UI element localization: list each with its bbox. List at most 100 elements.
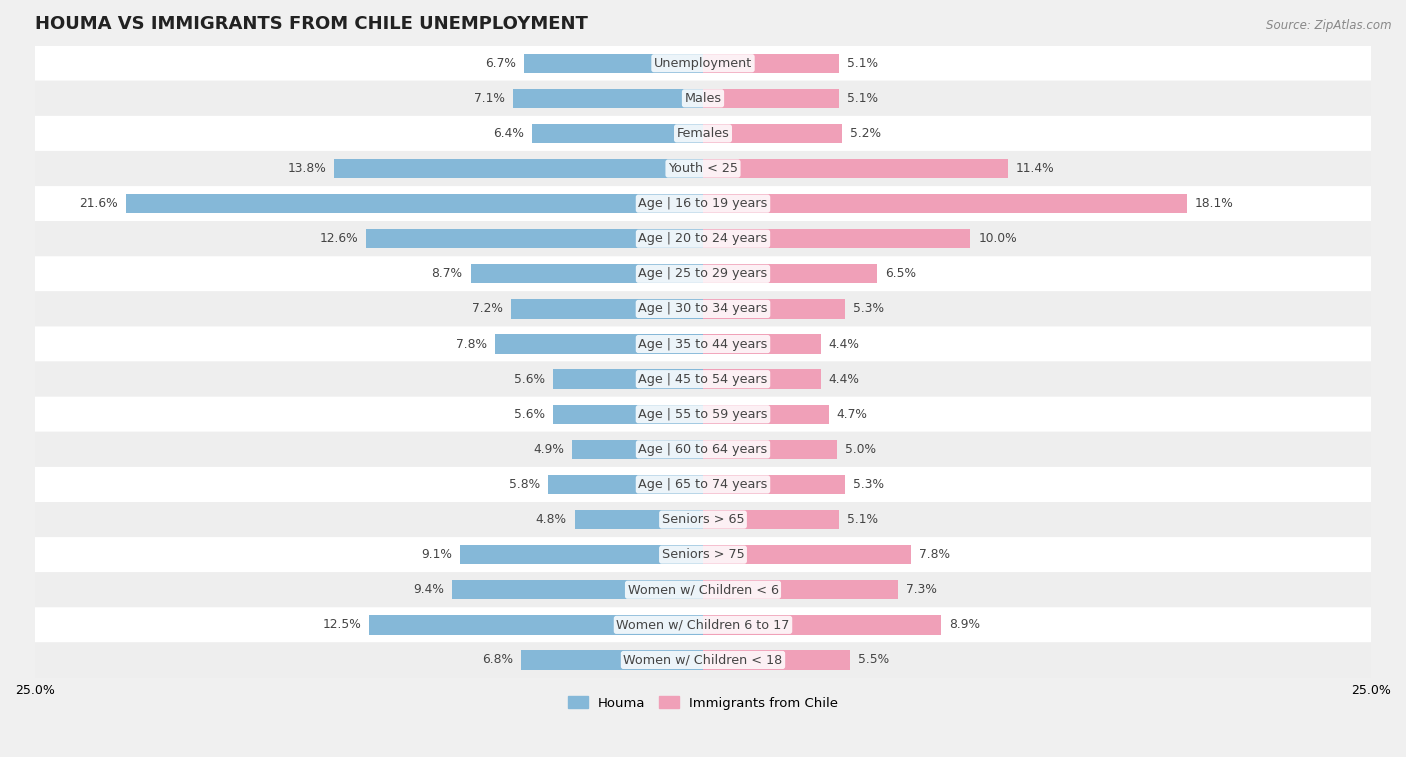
FancyBboxPatch shape	[35, 116, 1371, 151]
Text: 7.8%: 7.8%	[456, 338, 486, 350]
Text: Age | 30 to 34 years: Age | 30 to 34 years	[638, 303, 768, 316]
Bar	[703, 475, 845, 494]
Text: 6.4%: 6.4%	[494, 127, 524, 140]
Text: HOUMA VS IMMIGRANTS FROM CHILE UNEMPLOYMENT: HOUMA VS IMMIGRANTS FROM CHILE UNEMPLOYM…	[35, 15, 588, 33]
FancyBboxPatch shape	[35, 467, 1371, 502]
FancyBboxPatch shape	[35, 431, 1371, 467]
Bar	[703, 194, 1187, 213]
FancyBboxPatch shape	[35, 81, 1371, 116]
Text: 7.8%: 7.8%	[920, 548, 950, 561]
Text: Women w/ Children 6 to 17: Women w/ Children 6 to 17	[616, 618, 790, 631]
Bar	[335, 159, 703, 178]
Text: 4.4%: 4.4%	[828, 338, 859, 350]
Text: 4.8%: 4.8%	[536, 513, 567, 526]
Text: 5.3%: 5.3%	[852, 478, 883, 491]
Text: Unemployment: Unemployment	[654, 57, 752, 70]
Bar	[125, 194, 703, 213]
Text: 9.4%: 9.4%	[413, 583, 444, 597]
Text: Age | 45 to 54 years: Age | 45 to 54 years	[638, 372, 768, 385]
Bar	[703, 580, 898, 600]
Bar	[703, 510, 839, 529]
Text: Youth < 25: Youth < 25	[668, 162, 738, 175]
Text: 6.7%: 6.7%	[485, 57, 516, 70]
FancyBboxPatch shape	[35, 502, 1371, 537]
Text: 5.1%: 5.1%	[848, 92, 879, 104]
Text: 8.9%: 8.9%	[949, 618, 980, 631]
Text: Females: Females	[676, 127, 730, 140]
Bar	[703, 545, 911, 564]
Text: 8.7%: 8.7%	[432, 267, 463, 280]
Text: 9.1%: 9.1%	[420, 548, 451, 561]
Text: Males: Males	[685, 92, 721, 104]
Text: 6.8%: 6.8%	[482, 653, 513, 666]
FancyBboxPatch shape	[35, 45, 1371, 81]
Bar	[554, 369, 703, 389]
FancyBboxPatch shape	[35, 607, 1371, 643]
Text: 5.0%: 5.0%	[845, 443, 876, 456]
Text: Women w/ Children < 6: Women w/ Children < 6	[627, 583, 779, 597]
Text: 5.2%: 5.2%	[851, 127, 882, 140]
Text: 12.6%: 12.6%	[319, 232, 359, 245]
Text: 11.4%: 11.4%	[1015, 162, 1054, 175]
Text: Seniors > 75: Seniors > 75	[662, 548, 744, 561]
FancyBboxPatch shape	[35, 186, 1371, 221]
Bar	[703, 369, 821, 389]
Bar	[703, 615, 941, 634]
Bar	[703, 264, 877, 283]
Text: Seniors > 65: Seniors > 65	[662, 513, 744, 526]
Text: 18.1%: 18.1%	[1195, 197, 1233, 210]
Bar	[524, 54, 703, 73]
Bar	[368, 615, 703, 634]
Bar	[703, 335, 821, 354]
FancyBboxPatch shape	[35, 397, 1371, 431]
Bar	[703, 124, 842, 143]
Text: 5.6%: 5.6%	[515, 372, 546, 385]
Bar	[531, 124, 703, 143]
Bar	[703, 650, 851, 670]
FancyBboxPatch shape	[35, 572, 1371, 607]
Bar	[703, 440, 837, 459]
Text: Age | 25 to 29 years: Age | 25 to 29 years	[638, 267, 768, 280]
Text: 4.9%: 4.9%	[533, 443, 564, 456]
Text: 10.0%: 10.0%	[979, 232, 1017, 245]
Text: 4.7%: 4.7%	[837, 408, 868, 421]
Bar	[513, 89, 703, 108]
FancyBboxPatch shape	[35, 291, 1371, 326]
Text: Age | 55 to 59 years: Age | 55 to 59 years	[638, 408, 768, 421]
Text: 5.8%: 5.8%	[509, 478, 540, 491]
Text: 5.5%: 5.5%	[858, 653, 889, 666]
Text: 5.6%: 5.6%	[515, 408, 546, 421]
Bar	[703, 159, 1008, 178]
Text: 5.1%: 5.1%	[848, 513, 879, 526]
Text: 6.5%: 6.5%	[884, 267, 915, 280]
Text: Age | 60 to 64 years: Age | 60 to 64 years	[638, 443, 768, 456]
Text: 7.3%: 7.3%	[905, 583, 936, 597]
Text: Age | 20 to 24 years: Age | 20 to 24 years	[638, 232, 768, 245]
Bar	[510, 299, 703, 319]
FancyBboxPatch shape	[35, 221, 1371, 257]
Bar	[495, 335, 703, 354]
Text: 5.1%: 5.1%	[848, 57, 879, 70]
Text: 7.2%: 7.2%	[471, 303, 502, 316]
FancyBboxPatch shape	[35, 537, 1371, 572]
Bar	[575, 510, 703, 529]
FancyBboxPatch shape	[35, 257, 1371, 291]
Text: 21.6%: 21.6%	[79, 197, 118, 210]
Legend: Houma, Immigrants from Chile: Houma, Immigrants from Chile	[562, 691, 844, 715]
FancyBboxPatch shape	[35, 151, 1371, 186]
Bar	[460, 545, 703, 564]
Text: Age | 65 to 74 years: Age | 65 to 74 years	[638, 478, 768, 491]
FancyBboxPatch shape	[35, 643, 1371, 678]
Text: 7.1%: 7.1%	[474, 92, 505, 104]
Text: Source: ZipAtlas.com: Source: ZipAtlas.com	[1267, 19, 1392, 32]
FancyBboxPatch shape	[35, 326, 1371, 362]
Bar	[703, 404, 828, 424]
Bar	[572, 440, 703, 459]
Text: Women w/ Children < 18: Women w/ Children < 18	[623, 653, 783, 666]
Bar	[703, 54, 839, 73]
Text: 13.8%: 13.8%	[287, 162, 326, 175]
Bar	[471, 264, 703, 283]
Bar	[703, 89, 839, 108]
Text: 4.4%: 4.4%	[828, 372, 859, 385]
Bar	[548, 475, 703, 494]
